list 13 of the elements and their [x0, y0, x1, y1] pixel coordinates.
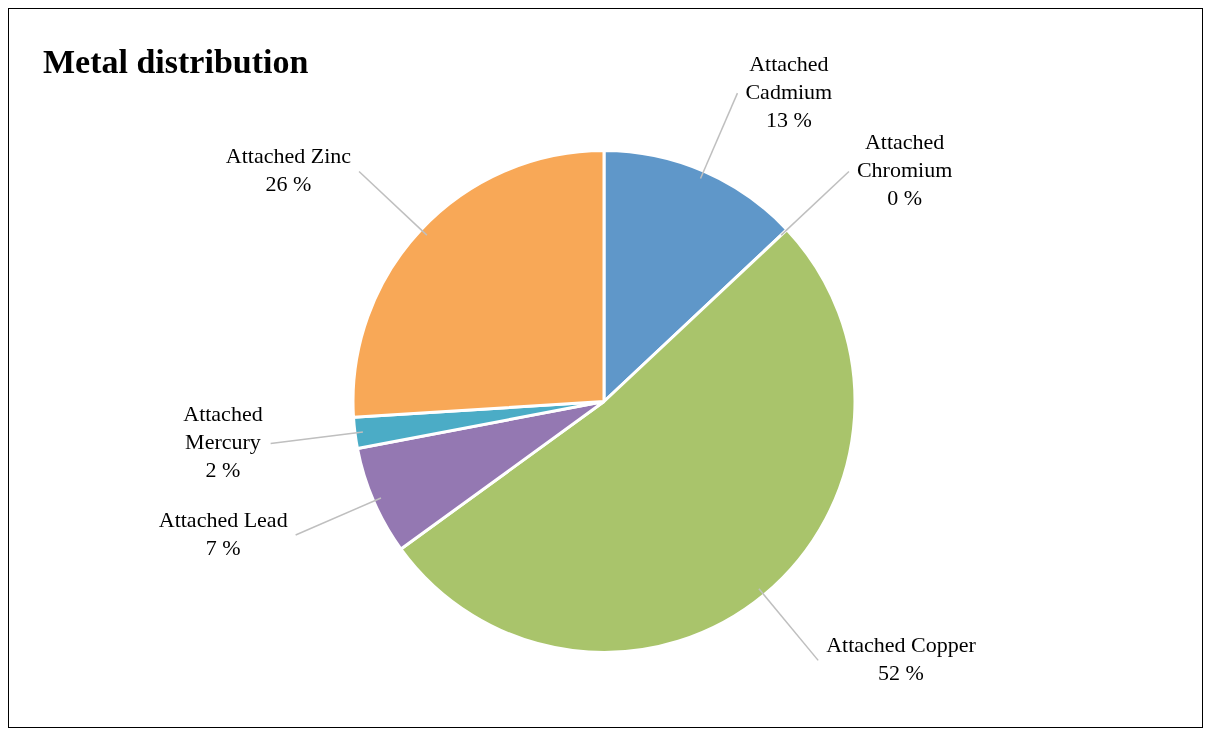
- slice-label: Attached Mercury: [183, 401, 263, 455]
- data-label: 7 %: [205, 534, 241, 560]
- data-label: 52 %: [878, 660, 924, 686]
- category-label: Attached Chromium: [856, 129, 953, 183]
- slice-label: Attached Zinc: [225, 143, 352, 169]
- chart-title: Metal distribution: [43, 43, 309, 81]
- text: 0 %: [887, 185, 923, 211]
- data-label: 2 %: [205, 457, 241, 483]
- slice-label: Attached Copper: [826, 632, 977, 658]
- data-label: 13 %: [765, 106, 812, 132]
- slice-label: Attached Lead: [158, 506, 288, 532]
- data-label: 26 %: [265, 171, 312, 197]
- slice-label: Attached Cadmium: [745, 50, 833, 104]
